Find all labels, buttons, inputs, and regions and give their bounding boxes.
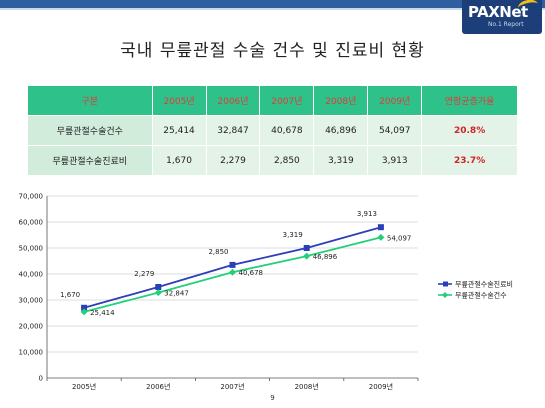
header-cell: 2005년 [151,85,207,116]
legend-label: 무릎관절수술건수 [455,291,507,300]
table-cell: 3,913 [367,145,423,176]
y-tick-label: 0 [39,375,43,383]
table-cell: 25,414 [151,115,207,146]
data-point [81,304,88,311]
data-label: 2,279 [134,270,154,278]
line-chart: 0 10,000 20,000 30,000 40,000 50,000 60,000 70,… [19,193,513,392]
table-cell: 54,097 [367,115,423,146]
table-row: 무릎관절수술진료비 1,670 2,279 2,850 3,319 3,913 … [27,145,518,176]
y-tick-label: 50,000 [19,245,44,253]
x-tick-label: 2007년 [220,382,244,391]
y-tick-label: 70,000 [19,193,44,201]
data-point [377,224,384,231]
table-header-row: 구분 2005년 2006년 2007년 2008년 2009년 연평균증가율 [27,85,518,116]
data-point [80,308,88,316]
legend-label: 무릎관절수술진료비 [455,280,513,289]
table-cell: 46,896 [313,115,369,146]
header-cell: 2008년 [313,85,369,116]
page-title: 국내 무릎관절 수술 건수 및 진료비 현황 [120,41,425,61]
growth-rate-cell: 23.7% [421,145,518,176]
x-tick-label: 2005년 [72,382,96,391]
x-tick-label: 2006년 [146,382,170,391]
data-point [229,268,236,276]
legend-marker [443,281,448,287]
data-label: 2,850 [208,248,228,256]
data-point [377,233,385,241]
page-number: 9 [270,394,275,402]
row-label: 무릎관절수술건수 [27,115,153,146]
data-point [303,252,311,260]
data-label: 32,847 [164,290,189,298]
x-tick-label: 2009년 [369,382,393,391]
y-tick-label: 20,000 [19,323,44,331]
table-cell: 32,847 [205,115,261,146]
top-bar [0,0,545,8]
data-label: 3,913 [357,210,377,218]
logo-subtext: No.1 Report [488,21,524,28]
header-cell: 구분 [27,85,153,116]
data-point [229,261,236,268]
top-bar-accent [0,8,545,10]
table-cell: 1,670 [151,145,207,176]
data-label: 46,896 [313,253,338,261]
logo-text: PAXNet [468,3,528,21]
y-tick-label: 40,000 [19,271,44,279]
table-row: 무릎관절수술건수 25,414 32,847 40,678 46,896 54,… [27,115,518,146]
data-label: 3,319 [283,231,303,239]
table-cell: 3,319 [313,145,369,176]
table-cell: 2,279 [205,145,261,176]
x-tick-label: 2008년 [295,382,319,391]
data-point [155,284,162,290]
data-point [154,289,162,297]
header-cell: 2006년 [205,85,261,116]
data-label: 54,097 [387,234,412,242]
paxnet-logo: PAXNet No.1 Report [462,0,542,34]
header-cell: 연평균증가율 [421,85,518,116]
data-label: 40,678 [239,269,264,277]
row-label: 무릎관절수술진료비 [27,145,153,176]
growth-rate-cell: 20.8% [421,115,518,146]
header-cell: 2009년 [367,85,423,116]
y-tick-label: 10,000 [19,349,44,357]
table-cell: 2,850 [259,145,315,176]
stats-table: 구분 2005년 2006년 2007년 2008년 2009년 연평균증가율 … [27,85,518,176]
data-label: 25,414 [90,309,115,317]
data-point [303,245,310,251]
header-cell: 2007년 [259,85,315,116]
y-tick-label: 30,000 [19,297,44,305]
y-tick-label: 60,000 [19,219,44,227]
data-label: 1,670 [60,291,80,299]
legend-marker [442,292,448,298]
table-cell: 40,678 [259,115,315,146]
